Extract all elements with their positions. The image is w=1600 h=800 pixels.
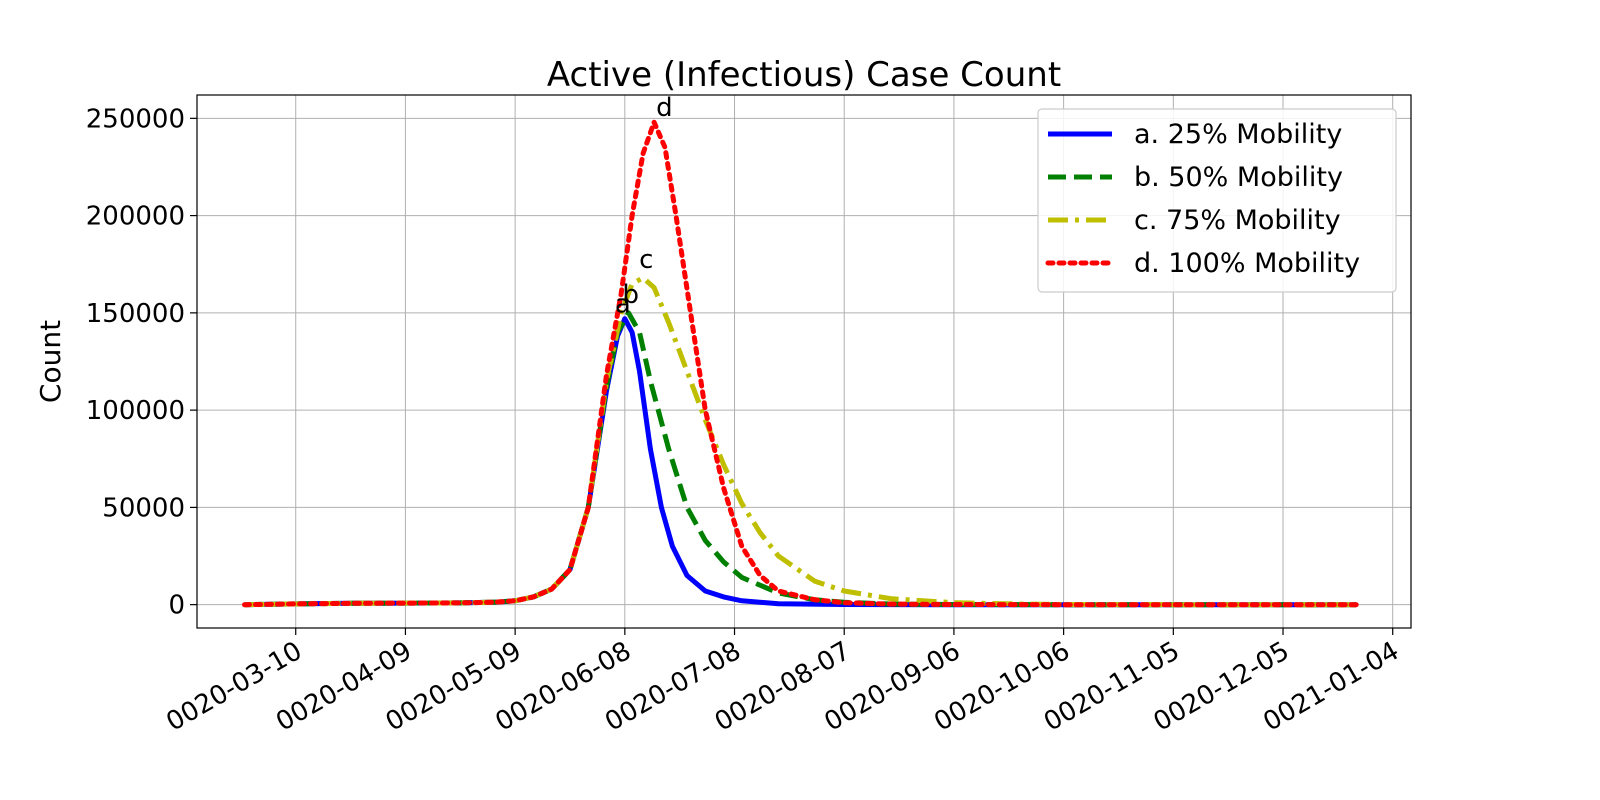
y-axis: 0 50000 100000 150000 200000 250000 <box>86 104 197 621</box>
axes-frame <box>196 94 1412 629</box>
peak-annotation-a: a <box>615 290 631 320</box>
legend-label-b: b. 50% Mobility <box>1134 162 1343 193</box>
legend-label-d: d. 100% Mobility <box>1134 248 1360 279</box>
chart-title: Active (Infectious) Case Count <box>547 55 1061 95</box>
series-line-d <box>242 119 1359 608</box>
plot-area <box>242 119 1359 608</box>
x-axis: 0020-03-100020-04-090020-05-090020-06-08… <box>161 628 1404 738</box>
annotations: abc d <box>615 93 673 319</box>
y-tick-label: 250000 <box>86 104 185 134</box>
series-line-c <box>244 275 1357 608</box>
y-axis-label: Count <box>34 320 67 403</box>
grid <box>197 95 1411 628</box>
series-line-b <box>244 310 1357 608</box>
peak-annotation-b: b <box>622 280 639 310</box>
peak-annotation-d: d <box>656 93 673 123</box>
y-tick-label: 150000 <box>86 299 185 329</box>
legend-box <box>1037 108 1397 293</box>
legend: a. 25% Mobility b. 50% Mobility c. 75% Mob… <box>1037 108 1397 293</box>
legend-label-c: c. 75% Mobility <box>1134 205 1341 236</box>
peak-annotation-c: c <box>639 245 653 275</box>
y-tick-label: 100000 <box>86 396 185 426</box>
y-tick-label: 50000 <box>102 493 185 523</box>
y-tick-label: 0 <box>168 591 185 621</box>
legend-label-a: a. 25% Mobility <box>1134 119 1342 150</box>
series-line-a <box>244 316 1357 608</box>
y-tick-label: 200000 <box>86 202 185 232</box>
